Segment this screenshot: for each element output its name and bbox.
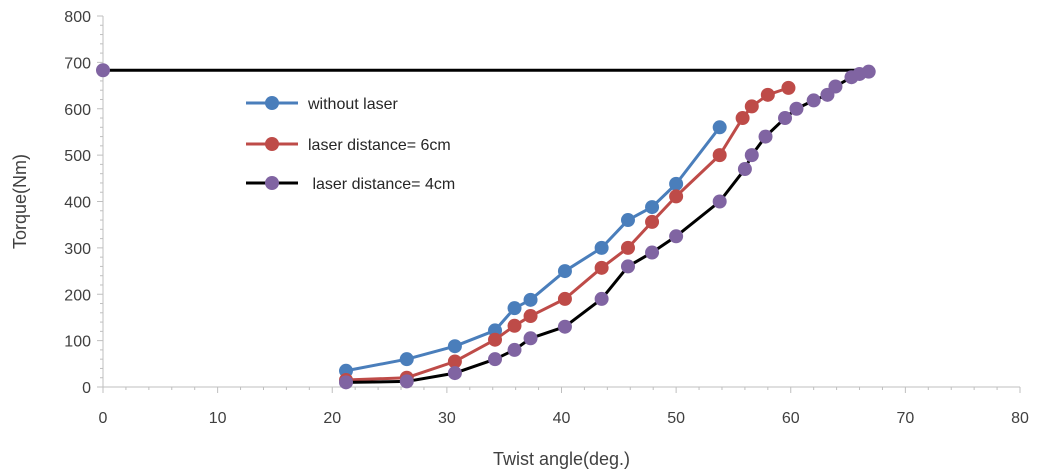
data-point-laser-4cm <box>744 148 759 163</box>
y-axis-title: Torque(Nm) <box>10 154 30 249</box>
y-tick-label: 400 <box>64 195 91 212</box>
legend-item-laser-4cm: laser distance= 4cm <box>246 176 455 193</box>
series-line-laser-6cm <box>345 86 789 382</box>
data-point-laser-6cm <box>620 240 635 255</box>
legend-label: without laser <box>307 96 398 113</box>
data-point-without-laser <box>712 120 727 135</box>
y-tick-label: 0 <box>82 380 91 397</box>
data-point-laser-6cm <box>488 332 503 347</box>
data-point-laser-4cm <box>523 331 538 346</box>
data-point-laser-4cm <box>557 319 572 334</box>
series-without-laser <box>339 120 727 378</box>
data-point-laser-6cm <box>523 309 538 324</box>
legend-item-without-laser: without laser <box>246 96 398 113</box>
data-point-laser-4cm <box>669 229 684 244</box>
data-point-laser-4cm <box>507 342 522 357</box>
legend: without laser laser distance= 6cm laser d… <box>246 96 455 193</box>
data-point-without-laser <box>645 200 660 215</box>
data-point-laser-4cm <box>339 375 354 390</box>
data-point-without-laser <box>557 264 572 279</box>
y-tick-label: 300 <box>64 241 91 258</box>
x-tick-label: 80 <box>1011 410 1029 427</box>
data-point-without-laser <box>507 301 522 316</box>
y-tick-label: 700 <box>64 55 91 72</box>
y-tick-label: 600 <box>64 102 91 119</box>
data-point-laser-4cm <box>399 374 414 389</box>
data-point-laser-6cm <box>735 111 750 126</box>
x-tick-label: 70 <box>896 410 914 427</box>
legend-label: laser distance= 6cm <box>308 137 451 154</box>
data-point-laser-4cm <box>789 101 804 116</box>
x-tick-label: 40 <box>553 410 571 427</box>
data-point-laser-4cm <box>861 64 876 79</box>
x-tick-label: 10 <box>209 410 227 427</box>
series-laser-4cm <box>96 63 876 390</box>
x-tick-label: 50 <box>667 410 685 427</box>
data-point-laser-4cm <box>488 352 503 367</box>
data-point-laser-4cm <box>645 245 660 260</box>
legend-marker <box>265 96 279 110</box>
y-tick-label: 800 <box>64 9 91 26</box>
data-point-laser-4cm <box>806 93 821 108</box>
data-point-laser-4cm <box>620 259 635 274</box>
data-point-without-laser <box>594 240 609 255</box>
data-point-laser-4cm <box>594 291 609 306</box>
data-point-laser-4cm <box>828 79 843 94</box>
x-axis-title: Twist angle(deg.) <box>493 449 630 469</box>
data-point-laser-6cm <box>760 87 775 102</box>
axes <box>97 15 1021 393</box>
tick-labels: 0 100 200 300 400 500 600 700 800 0 10 20 30 40 50 60 70… <box>64 9 1029 427</box>
data-point-laser-6cm <box>557 291 572 306</box>
data-point-without-laser <box>447 339 462 354</box>
data-point-laser-6cm <box>744 99 759 114</box>
data-point-laser-4cm <box>712 194 727 209</box>
y-tick-label: 100 <box>64 334 91 351</box>
data-point-laser-6cm <box>594 260 609 275</box>
legend-label: laser distance= 4cm <box>308 176 455 193</box>
x-tick-label: 20 <box>323 410 341 427</box>
series-group <box>96 63 876 390</box>
data-point-laser-6cm <box>712 148 727 163</box>
legend-item-laser-6cm: laser distance= 6cm <box>246 137 451 154</box>
data-point-laser-6cm <box>669 189 684 204</box>
y-tick-label: 500 <box>64 148 91 165</box>
data-point-without-laser <box>620 213 635 228</box>
x-tick-label: 60 <box>782 410 800 427</box>
data-point-laser-4cm <box>778 111 793 126</box>
data-point-laser-6cm <box>507 318 522 333</box>
data-point-laser-4cm <box>737 162 752 177</box>
data-point-without-laser <box>523 292 538 307</box>
legend-marker <box>265 137 279 151</box>
data-point-laser-6cm <box>447 354 462 369</box>
data-point-without-laser <box>669 176 684 191</box>
x-tick-label: 30 <box>438 410 456 427</box>
data-point-laser-6cm <box>781 80 796 95</box>
legend-marker <box>265 176 279 190</box>
data-point-laser-4cm <box>96 63 110 78</box>
x-tick-label: 0 <box>99 410 108 427</box>
data-point-laser-4cm <box>447 366 462 381</box>
data-point-laser-4cm <box>758 129 773 144</box>
y-tick-label: 200 <box>64 287 91 304</box>
data-point-without-laser <box>399 352 414 367</box>
data-point-laser-6cm <box>645 214 660 229</box>
